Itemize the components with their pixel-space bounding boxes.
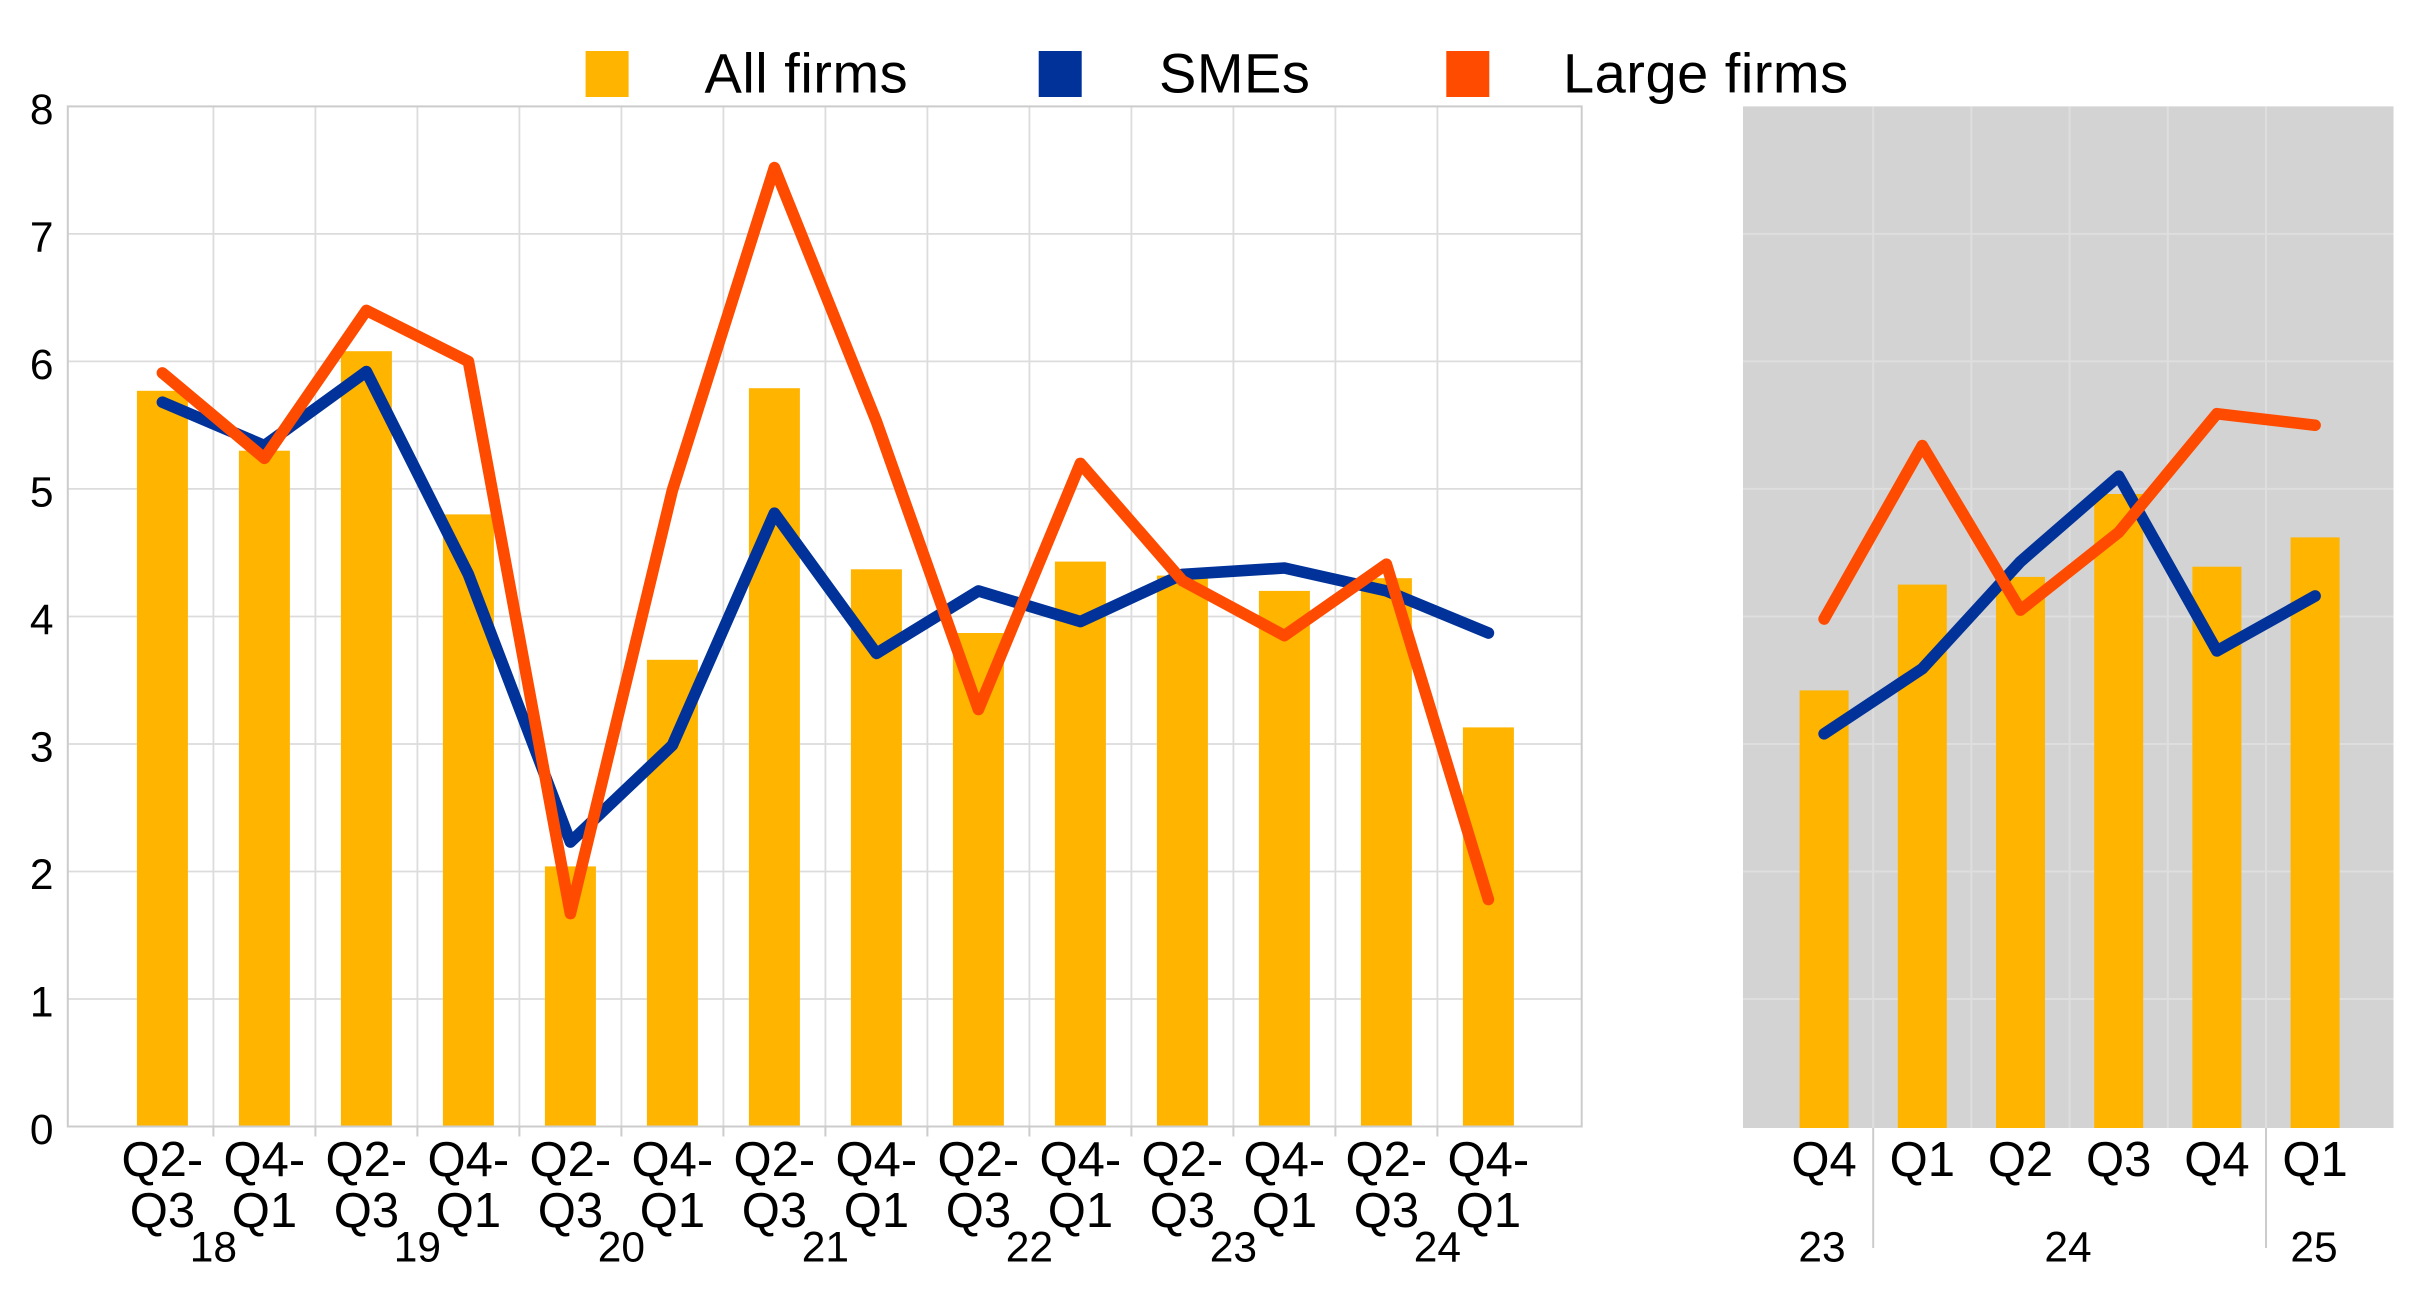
svg-text:2: 2: [30, 852, 54, 899]
svg-text:1: 1: [30, 980, 54, 1027]
svg-text:Q1: Q1: [1890, 1133, 1955, 1187]
svg-text:Q4-: Q4-: [1244, 1133, 1326, 1187]
svg-text:Q3: Q3: [742, 1184, 807, 1238]
svg-text:SMEs: SMEs: [1159, 42, 1310, 105]
svg-text:7: 7: [30, 214, 54, 261]
svg-text:Q4-: Q4-: [1448, 1133, 1530, 1187]
svg-text:Q3: Q3: [2086, 1133, 2151, 1187]
svg-text:Q1: Q1: [1252, 1184, 1317, 1238]
svg-text:Large firms: Large firms: [1563, 42, 1849, 105]
svg-text:Q4: Q4: [2184, 1133, 2249, 1187]
svg-text:Q3: Q3: [1150, 1184, 1215, 1238]
svg-text:20: 20: [598, 1224, 645, 1271]
svg-text:Q2-: Q2-: [1142, 1133, 1224, 1187]
svg-text:Q4: Q4: [1791, 1133, 1856, 1187]
svg-text:Q4-: Q4-: [1040, 1133, 1122, 1187]
svg-text:24: 24: [1414, 1224, 1461, 1271]
svg-text:Q1: Q1: [640, 1184, 705, 1238]
svg-text:Q2-: Q2-: [122, 1133, 204, 1187]
svg-text:Q4-: Q4-: [632, 1133, 714, 1187]
svg-text:0: 0: [30, 1107, 54, 1154]
svg-text:Q1: Q1: [844, 1184, 909, 1238]
svg-text:All firms: All firms: [705, 42, 909, 105]
svg-text:Q2-: Q2-: [326, 1133, 408, 1187]
svg-text:23: 23: [1798, 1224, 1845, 1271]
svg-text:22: 22: [1006, 1224, 1053, 1271]
svg-text:Q1: Q1: [1048, 1184, 1113, 1238]
svg-text:Q4-: Q4-: [428, 1133, 510, 1187]
svg-text:3: 3: [30, 725, 54, 772]
svg-text:Q1: Q1: [436, 1184, 501, 1238]
svg-text:Q2: Q2: [1988, 1133, 2053, 1187]
svg-text:Q1: Q1: [1456, 1184, 1521, 1238]
svg-text:21: 21: [802, 1224, 849, 1271]
svg-text:Q4-: Q4-: [836, 1133, 918, 1187]
svg-text:Q3: Q3: [130, 1184, 195, 1238]
svg-text:6: 6: [30, 342, 54, 389]
svg-text:Q2-: Q2-: [1346, 1133, 1428, 1187]
svg-text:Q2-: Q2-: [938, 1133, 1020, 1187]
svg-text:24: 24: [2044, 1224, 2091, 1271]
svg-text:23: 23: [1210, 1224, 1257, 1271]
svg-text:5: 5: [30, 469, 54, 516]
svg-text:25: 25: [2290, 1224, 2337, 1271]
svg-text:Q2-: Q2-: [530, 1133, 612, 1187]
svg-text:Q1: Q1: [232, 1184, 297, 1238]
svg-text:Q2-: Q2-: [734, 1133, 816, 1187]
svg-text:8: 8: [30, 87, 54, 134]
svg-text:Q1: Q1: [2282, 1133, 2347, 1187]
svg-text:Q3: Q3: [334, 1184, 399, 1238]
svg-text:Q3: Q3: [946, 1184, 1011, 1238]
svg-text:18: 18: [190, 1224, 237, 1271]
svg-text:Q3: Q3: [1354, 1184, 1419, 1238]
svg-text:19: 19: [394, 1224, 441, 1271]
svg-text:Q3: Q3: [538, 1184, 603, 1238]
svg-text:4: 4: [30, 597, 54, 644]
svg-text:Q4-: Q4-: [224, 1133, 306, 1187]
